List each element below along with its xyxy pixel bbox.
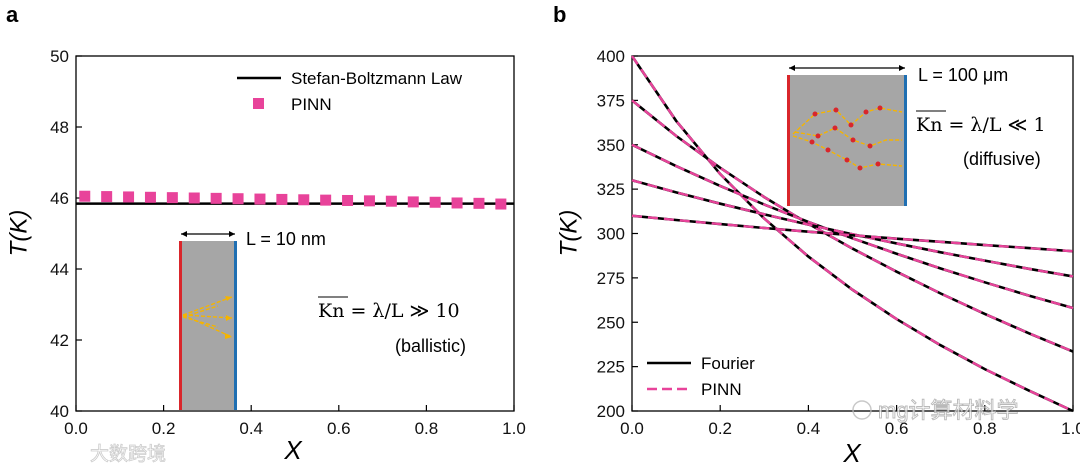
chart-a-ylabel: T(K) — [5, 210, 32, 257]
pinn-point — [320, 194, 332, 206]
chart-a-xtick-label: 0.8 — [415, 419, 439, 438]
chart-a-ytick-label: 48 — [50, 118, 69, 137]
inset-b-scatter-points — [809, 105, 883, 171]
legend-b-entry-2: PINN — [701, 380, 742, 399]
chart-b-xtick-label: 0.2 — [708, 419, 732, 438]
inset-b-length-label: L = 100 μm — [918, 65, 1008, 85]
pinn-curve-3 — [631, 143, 1074, 310]
chart-b-ytick-label: 325 — [597, 180, 625, 199]
chart-a-xtick-label: 0.4 — [239, 419, 263, 438]
pinn-point — [473, 197, 485, 209]
chart-b-ytick-label: 400 — [597, 47, 625, 66]
chart-a-xtick-label: 0.2 — [152, 419, 176, 438]
watermark-logo-icon — [852, 400, 872, 420]
chart-b-ytick-label: 225 — [597, 358, 625, 377]
pinn-point — [254, 193, 266, 205]
chart-b-series — [630, 55, 1074, 413]
chart-b-ytick-label: 275 — [597, 269, 625, 288]
pinn-point — [298, 194, 310, 206]
pinn-point — [79, 190, 91, 202]
chart-b-ytick-label: 200 — [597, 402, 625, 421]
chart-b-ytick-label: 300 — [597, 225, 625, 244]
pinn-point — [210, 192, 222, 204]
watermark-right: mg计算材料学 — [852, 398, 1019, 423]
pinn-point — [232, 193, 244, 205]
chart-a-series — [76, 190, 514, 210]
pinn-point — [144, 191, 156, 203]
pinn-point — [101, 191, 113, 203]
chart-b-ytick-label: 350 — [597, 136, 625, 155]
inset-a-kn-label: Kn = λ/L ≫ 10 — [318, 300, 460, 322]
inset-a-regime: (ballistic) — [395, 336, 466, 356]
chart-b-xtick-label: 0.8 — [973, 419, 997, 438]
inset-a-cold-wall — [234, 241, 237, 410]
fourier-curve-2 — [631, 99, 1074, 353]
chart-b-ytick-label: 250 — [597, 313, 625, 332]
watermark-left-text: 大数跨境 — [90, 443, 166, 465]
pinn-curve-1 — [631, 55, 1074, 413]
inset-a-arrowheads — [181, 231, 235, 237]
chart-a-ytick-label: 42 — [50, 331, 69, 350]
chart-b-xtick-label: 0.4 — [797, 419, 821, 438]
chart-a-ytick-label: 40 — [50, 402, 69, 421]
chart-a-xtick-label: 1.0 — [502, 419, 526, 438]
chart-b-xlabel: X — [842, 438, 862, 468]
chart-a-ytick-label: 44 — [50, 260, 69, 279]
chart-b-xtick-label: 0.6 — [885, 419, 909, 438]
inset-a-length-label: L = 10 nm — [246, 229, 326, 249]
pinn-point — [429, 196, 441, 208]
watermark-left: 大数跨境 — [90, 443, 167, 466]
chart-a-ytick-label: 50 — [50, 47, 69, 66]
legend-b-entry-1: Fourier — [701, 354, 755, 373]
panel-a-letter: a — [6, 2, 19, 27]
pinn-point — [166, 192, 178, 204]
chart-b: 0.0 0.2 0.4 0.6 0.8 1.0 200 225 250 275 300 325 350 3… — [555, 47, 1080, 468]
chart-b-ticks: 0.0 0.2 0.4 0.6 0.8 1.0 200 225 250 275 300 325 350 3… — [597, 47, 1080, 438]
pinn-point — [188, 192, 200, 204]
pinn-point — [276, 193, 288, 205]
chart-b-xtick-label: 0.0 — [620, 419, 644, 438]
chart-a: 0.0 0.2 0.4 0.6 0.8 1.0 40 42 44 46 48 50 T(K) X St… — [5, 47, 525, 465]
chart-a-xtick-label: 0.0 — [64, 419, 88, 438]
chart-b-ylabel: T(K) — [555, 210, 582, 257]
chart-a-ticks: 0.0 0.2 0.4 0.6 0.8 1.0 40 42 44 46 48 50 — [50, 47, 526, 438]
watermark-right-text: mg计算材料学 — [878, 398, 1019, 423]
inset-b-cold-wall — [904, 75, 907, 206]
legend-a-entry-1: Stefan-Boltzmann Law — [291, 69, 463, 88]
pinn-point — [342, 194, 354, 206]
inset-a-diagram: L = 10 nm Kn = λ/L ≫ 10 (ballistic) — [179, 229, 466, 410]
pinn-point — [363, 195, 375, 207]
inset-b-hot-wall — [787, 75, 790, 206]
inset-a-phonon-heads — [225, 296, 232, 339]
chart-a-xtick-label: 0.6 — [327, 419, 351, 438]
chart-a-ytick-label: 46 — [50, 189, 69, 208]
pinn-point — [385, 195, 397, 207]
pinn-point — [495, 198, 507, 210]
chart-b-ytick-label: 375 — [597, 91, 625, 110]
inset-a-hot-wall — [179, 241, 182, 410]
chart-a-xlabel: X — [283, 435, 303, 465]
pinn-point — [123, 191, 135, 203]
legend-a-entry-2: PINN — [291, 95, 332, 114]
chart-b-xtick-label: 1.0 — [1061, 419, 1080, 438]
pinn-point — [451, 197, 463, 209]
chart-a-frame — [75, 55, 515, 412]
legend-a-swatch-square — [253, 98, 264, 109]
inset-b-diagram: L = 100 μm Kn = λ/L ≪ 1 (diffusive) — [787, 65, 1046, 206]
inset-b-kn-label: Kn = λ/L ≪ 1 — [916, 114, 1046, 136]
panel-b-letter: b — [553, 2, 566, 27]
inset-b-regime: (diffusive) — [963, 149, 1041, 169]
pinn-point — [407, 196, 419, 208]
pinn-curve-5 — [631, 214, 1074, 253]
inset-a-phonon-paths — [182, 296, 233, 338]
